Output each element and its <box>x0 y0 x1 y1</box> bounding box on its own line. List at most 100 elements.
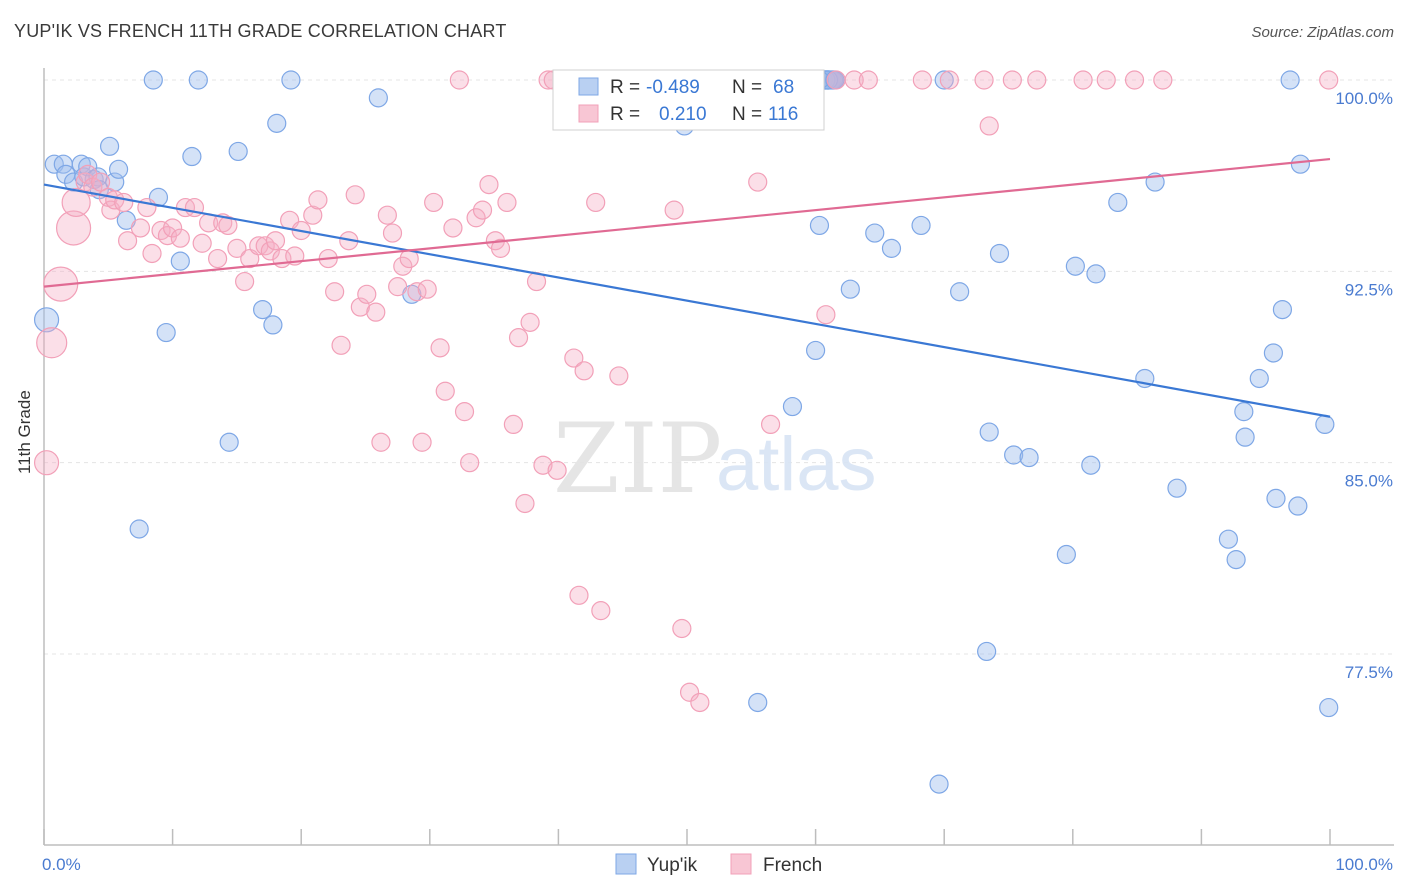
bottom-legend: Yup'ik French <box>615 853 822 876</box>
point-french <box>974 70 994 90</box>
point-french <box>417 279 437 299</box>
point-french <box>912 70 932 90</box>
point-french <box>208 248 228 269</box>
point-french <box>547 460 567 480</box>
point-yupik <box>33 307 60 333</box>
trend-line-yupik <box>43 183 1331 418</box>
point-yupik <box>911 215 931 236</box>
watermark: ZIP atlas <box>553 403 877 515</box>
legend-swatch-french <box>578 104 599 123</box>
trend-line-french <box>43 157 1331 288</box>
watermark-atlas: atlas <box>716 422 877 507</box>
point-yupik <box>1280 70 1300 90</box>
point-french <box>533 455 553 475</box>
point-yupik <box>1108 192 1128 213</box>
point-french <box>591 601 611 621</box>
point-french <box>664 200 684 220</box>
point-french <box>55 210 92 246</box>
point-french <box>503 414 523 434</box>
point-french <box>170 228 190 248</box>
point-yupik <box>129 519 149 539</box>
legend-r-label-french: R = <box>610 104 640 125</box>
point-french <box>586 192 606 213</box>
gridlines <box>44 79 1394 655</box>
bottom-legend-label-french: French <box>763 855 822 876</box>
point-yupik <box>228 141 248 162</box>
legend-n-label-french: N = <box>732 104 762 125</box>
point-yupik <box>1249 368 1269 389</box>
point-yupik <box>1056 544 1076 565</box>
point-yupik <box>1004 445 1024 465</box>
x-ticks <box>43 829 1331 845</box>
point-french <box>1319 70 1339 90</box>
point-yupik <box>1319 697 1339 718</box>
point-yupik <box>1065 256 1085 276</box>
point-french <box>303 205 323 225</box>
axes <box>43 68 1394 846</box>
y-axis-title: 11th Grade <box>15 390 34 474</box>
point-yupik <box>1263 343 1284 363</box>
point-french <box>117 231 138 251</box>
point-french <box>260 241 280 261</box>
legend-r-value-french: 0.210 <box>659 104 707 125</box>
point-yupik <box>1266 488 1286 508</box>
point-yupik <box>929 774 949 794</box>
legend-swatch-yupik <box>578 77 599 96</box>
point-french <box>479 174 499 195</box>
point-french <box>508 328 529 348</box>
point-french <box>388 277 408 297</box>
point-yupik <box>782 396 803 417</box>
point-french <box>382 223 403 243</box>
point-french <box>235 271 255 292</box>
point-french <box>1027 70 1047 90</box>
point-french <box>192 233 212 253</box>
point-french <box>490 238 511 258</box>
point-yupik <box>1167 478 1187 498</box>
chart-title: YUP'IK VS FRENCH 11TH GRADE CORRELATION … <box>14 21 507 41</box>
point-yupik <box>1288 496 1308 516</box>
point-french <box>672 618 692 639</box>
point-french <box>227 238 247 258</box>
point-yupik <box>840 279 860 299</box>
y-tick-labels: 100.0% 92.5% 85.0% 77.5% <box>1335 89 1393 682</box>
y-tick-label: 77.5% <box>1345 663 1393 682</box>
point-yupik <box>809 215 830 236</box>
point-french <box>424 192 444 213</box>
point-yupik <box>368 88 388 108</box>
point-french <box>325 282 345 302</box>
point-french <box>36 327 68 359</box>
point-french <box>412 432 432 452</box>
y-tick-label: 85.0% <box>1345 472 1393 491</box>
bottom-legend-swatch-yupik <box>615 853 637 875</box>
point-french <box>90 172 111 192</box>
bottom-legend-label-yupik: Yup'ik <box>647 855 698 876</box>
point-yupik <box>143 70 163 90</box>
point-yupik <box>281 70 301 90</box>
point-yupik <box>1290 154 1311 174</box>
point-yupik <box>170 251 190 271</box>
point-french <box>308 190 328 210</box>
point-french <box>114 192 134 213</box>
point-french <box>151 220 171 241</box>
point-yupik <box>934 70 954 90</box>
point-yupik <box>979 422 999 442</box>
point-yupik <box>263 315 283 335</box>
point-french <box>748 172 768 192</box>
point-yupik <box>108 159 129 179</box>
point-french <box>371 432 391 452</box>
point-french <box>1153 70 1173 90</box>
point-french <box>345 185 365 205</box>
point-french <box>466 208 486 228</box>
point-french <box>690 692 710 713</box>
point-french <box>435 381 455 401</box>
point-french <box>569 585 589 605</box>
point-french <box>609 366 629 386</box>
legend-r-label-yupik: R = <box>610 77 640 98</box>
point-french <box>130 218 151 238</box>
point-yupik <box>865 223 885 243</box>
point-french <box>218 215 238 236</box>
point-yupik <box>99 136 120 156</box>
point-french <box>449 70 469 90</box>
point-french <box>163 218 183 238</box>
point-yupik <box>1086 264 1106 284</box>
